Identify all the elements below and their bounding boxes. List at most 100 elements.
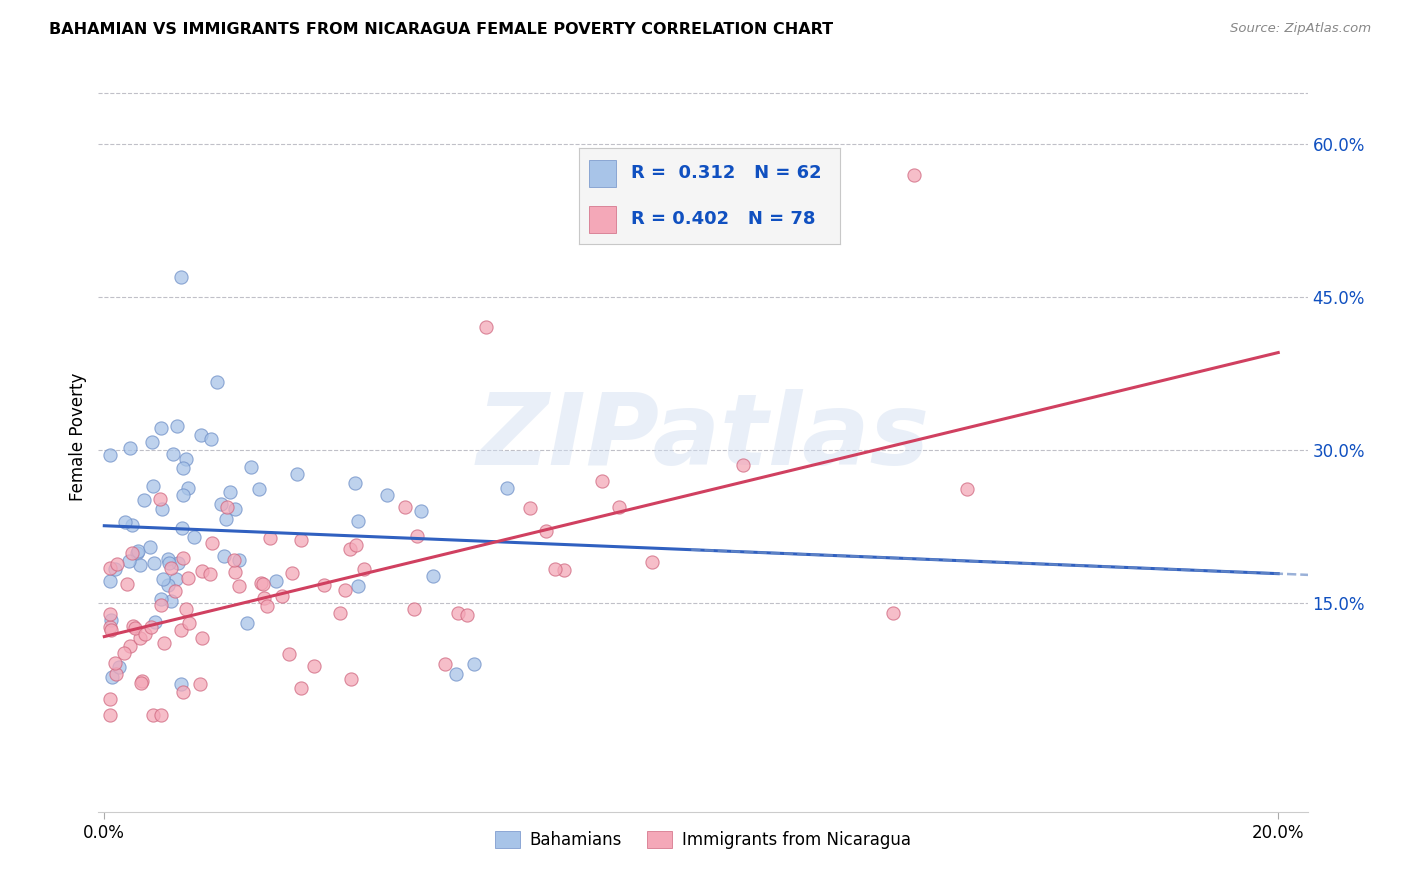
Point xyxy=(253,591,276,606)
Point xyxy=(190,428,212,442)
Point xyxy=(160,560,183,574)
Point xyxy=(169,677,191,691)
Point xyxy=(224,566,246,580)
Point xyxy=(903,168,925,182)
Point xyxy=(169,269,191,284)
Point xyxy=(121,518,143,533)
Point xyxy=(882,607,904,621)
Point xyxy=(156,578,179,592)
Point xyxy=(956,482,979,496)
Point xyxy=(312,578,335,592)
Point xyxy=(239,460,262,475)
Point xyxy=(104,667,127,681)
Point xyxy=(127,544,149,558)
Point xyxy=(177,482,200,496)
Point xyxy=(105,558,128,572)
Point xyxy=(333,583,356,598)
Point xyxy=(139,620,162,634)
Point xyxy=(247,482,270,496)
Point xyxy=(108,660,131,674)
Point xyxy=(98,561,121,575)
Point xyxy=(375,488,398,502)
Point xyxy=(544,562,567,576)
Point xyxy=(259,531,281,545)
Point xyxy=(165,572,187,586)
Point xyxy=(256,599,278,614)
Point xyxy=(534,524,557,539)
Point xyxy=(252,576,274,591)
Text: R = 0.402   N = 78: R = 0.402 N = 78 xyxy=(631,211,815,228)
Point xyxy=(141,435,163,450)
Point xyxy=(98,620,121,634)
Point xyxy=(290,533,312,547)
Point xyxy=(198,567,221,582)
Point xyxy=(285,467,308,481)
Point xyxy=(553,563,575,577)
Point xyxy=(98,449,121,463)
Bar xyxy=(589,160,616,186)
Point xyxy=(607,500,630,514)
Point xyxy=(149,492,172,507)
Point xyxy=(142,556,165,570)
Point xyxy=(394,500,416,515)
Point xyxy=(404,602,426,616)
Point xyxy=(162,447,184,461)
Point xyxy=(150,502,173,516)
Point xyxy=(142,707,165,722)
Point xyxy=(98,574,121,588)
Point xyxy=(236,615,259,630)
Point xyxy=(190,631,212,645)
Point xyxy=(149,421,172,435)
Point xyxy=(143,615,166,629)
Point xyxy=(114,515,136,529)
Point xyxy=(353,562,375,576)
Point xyxy=(214,549,236,564)
Text: BAHAMIAN VS IMMIGRANTS FROM NICARAGUA FEMALE POVERTY CORRELATION CHART: BAHAMIAN VS IMMIGRANTS FROM NICARAGUA FE… xyxy=(49,22,834,37)
Point xyxy=(134,627,156,641)
Point xyxy=(157,556,180,570)
Point xyxy=(343,476,366,491)
Point xyxy=(98,692,121,706)
Point xyxy=(177,570,200,584)
Point xyxy=(131,674,153,689)
Point xyxy=(128,631,150,645)
Point xyxy=(209,497,232,511)
Point xyxy=(219,485,242,500)
Point xyxy=(496,481,519,495)
Point xyxy=(104,656,127,670)
Text: R =  0.312   N = 62: R = 0.312 N = 62 xyxy=(631,164,823,182)
Point xyxy=(344,538,367,552)
Point xyxy=(214,511,236,525)
Point xyxy=(183,530,205,544)
Point xyxy=(228,552,250,566)
Point xyxy=(433,657,456,671)
Point xyxy=(733,458,755,472)
Point xyxy=(117,553,139,567)
Y-axis label: Female Poverty: Female Poverty xyxy=(69,373,87,501)
Point xyxy=(409,504,432,518)
Point xyxy=(447,606,470,620)
Point xyxy=(271,589,294,603)
Point xyxy=(222,553,245,567)
Point xyxy=(339,541,361,556)
Point xyxy=(139,541,162,555)
Point xyxy=(98,607,121,621)
Text: ZIPatlas: ZIPatlas xyxy=(477,389,929,485)
Point xyxy=(165,584,187,599)
Point xyxy=(304,659,326,673)
Point xyxy=(152,572,174,586)
Point xyxy=(98,707,121,722)
Point xyxy=(446,667,468,681)
Point xyxy=(150,598,173,612)
Point xyxy=(174,602,197,616)
Point xyxy=(100,623,122,637)
Point xyxy=(422,569,444,583)
Point xyxy=(172,551,194,566)
Point xyxy=(156,552,179,566)
Point xyxy=(172,488,194,502)
Point xyxy=(170,623,193,637)
Point xyxy=(142,478,165,492)
Point xyxy=(118,441,141,455)
Point xyxy=(347,579,370,593)
Point xyxy=(463,657,485,671)
